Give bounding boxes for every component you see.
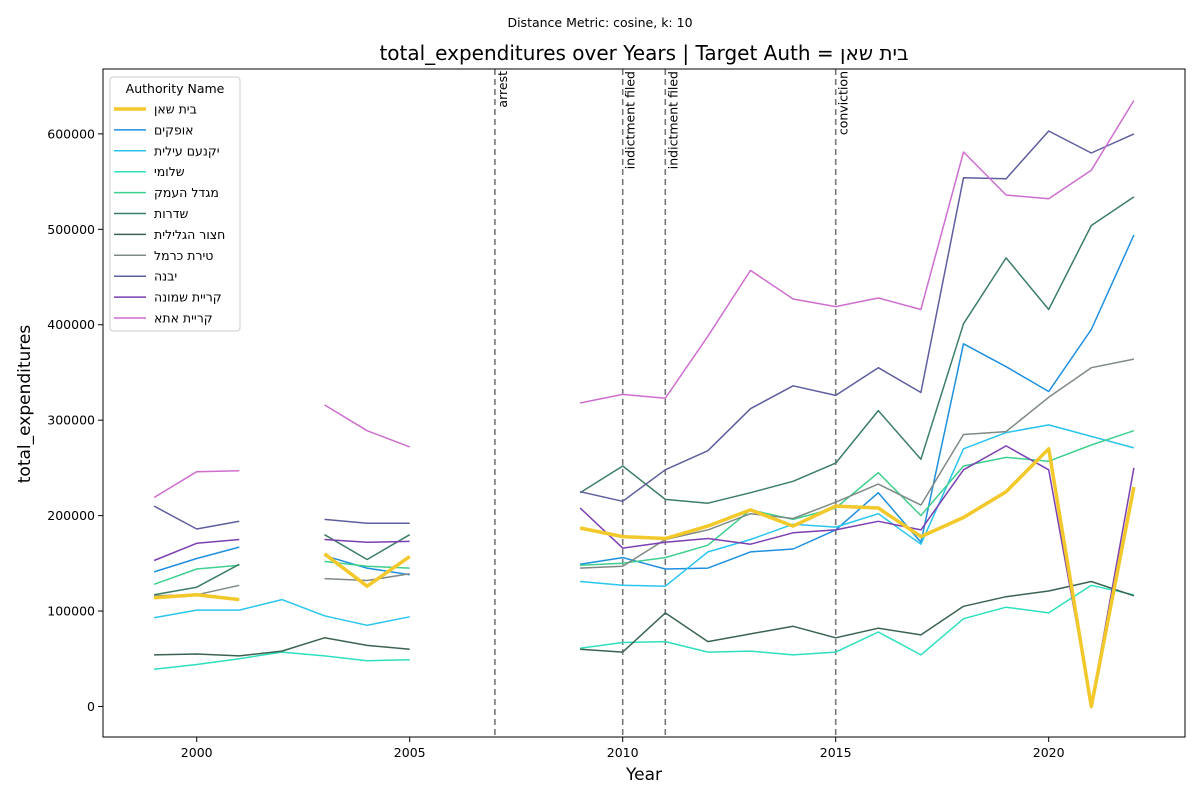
series-line-אופקים: [153, 234, 1135, 576]
series-lines: [153, 100, 1136, 709]
legend-items: בית שאן אופקים יקנעם עילית שלומי מגדל העמק שד…: [114, 102, 225, 326]
series-line-מגדל-העמק: [153, 429, 1135, 586]
series-line-שלומי: [154, 584, 1135, 670]
series-line-קריית-שמונה: [153, 445, 1135, 706]
x-tick-label: 2000: [181, 745, 213, 760]
legend-label-אופקים: אופקים: [154, 122, 194, 137]
legend-label-קריית-שמונה: קריית שמונה: [154, 290, 222, 305]
y-tick-label: 500000: [47, 222, 95, 237]
y-tick-label: 0: [87, 699, 95, 714]
legend-label-יקנעם-עילית: יקנעם עילית: [154, 143, 220, 158]
event-markers: arrest indictment filed indictment filed co…: [494, 69, 851, 737]
y-tick-label: 300000: [47, 413, 95, 428]
series-line-בית-שאן: [153, 447, 1136, 709]
legend-label-קריית-אתא: קריית אתא: [154, 311, 213, 326]
x-tick-label: 2020: [1033, 745, 1065, 760]
y-axis-ticks: 0 100000 200000 300000 400000 500000 600000: [47, 126, 103, 714]
series-line-שדרות: [153, 196, 1135, 596]
event-label-indictment-filed: indictment filed: [623, 71, 638, 169]
legend-title: Authority Name: [126, 81, 225, 96]
y-tick-label: 100000: [47, 604, 95, 619]
series-line-יקנעם-עילית: [153, 424, 1135, 627]
plot-frame: [102, 68, 1186, 738]
event-label-arrest: arrest: [495, 71, 510, 108]
legend-label-יבנה: יבנה: [154, 269, 177, 284]
x-tick-label: 2005: [394, 745, 426, 760]
x-axis-label: Year: [625, 765, 662, 785]
x-tick-label: 2010: [607, 745, 639, 760]
y-tick-label: 200000: [47, 508, 95, 523]
legend-label-בית-שאן: בית שאן: [154, 102, 197, 117]
event-label-indictment-filed: indictment filed: [665, 71, 680, 169]
series-line-יבנה: [153, 130, 1135, 530]
legend-label-טירת-כרמל: טירת כרמל: [154, 248, 213, 263]
x-axis-ticks: 2000 2005 2010 2015 2020: [181, 737, 1065, 760]
event-label-conviction: conviction: [836, 71, 851, 135]
legend-box: [109, 76, 241, 332]
legend-label-שדרות: שדרות: [154, 206, 189, 221]
chart-title: total_expenditures over Years | Target A…: [379, 41, 908, 65]
y-tick-label: 400000: [47, 317, 95, 332]
series-line-קריית-אתא: [153, 100, 1135, 499]
y-tick-label: 600000: [47, 126, 95, 141]
series-line-חצור-הגלילית: [154, 580, 1135, 657]
legend-label-חצור-הגלילית: חצור הגלילית: [154, 227, 225, 242]
chart-suptitle: Distance Metric: cosine, k: 10: [507, 15, 692, 30]
x-tick-label: 2015: [820, 745, 852, 760]
legend-label-מגדל-העמק: מגדל העמק: [154, 185, 219, 200]
legend-label-שלומי: שלומי: [154, 164, 185, 179]
legend: Authority Name בית שאן אופקים יקנעם עילית ש…: [109, 76, 241, 332]
y-axis-label: total_expenditures: [15, 325, 35, 484]
